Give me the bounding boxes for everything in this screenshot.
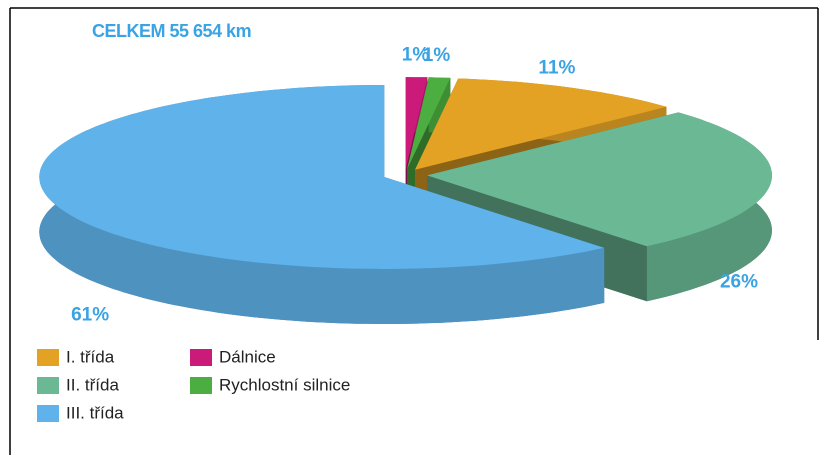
legend-label: I. třída [66,347,115,366]
data-label: 1% [423,45,451,66]
legend-label: II. třída [66,375,119,394]
slice-top [39,85,605,269]
data-label: 26% [720,272,758,293]
data-label: 1% [402,44,430,65]
slice-top [405,77,428,170]
data-label: 11% [538,57,575,78]
legend-swatch [190,377,212,394]
legend-label: Dálnice [219,347,276,366]
legend-swatch [37,349,59,366]
legend-label: III. třída [66,403,124,422]
slice-top [415,78,667,170]
legend-swatch [37,405,59,422]
slice-top [407,77,451,170]
legend-label: Rychlostní silnice [219,375,350,394]
legend-swatch [37,377,59,394]
slice-top [427,112,772,247]
chart-title: CELKEM 55 654 km [92,21,251,41]
legend-swatch [190,349,212,366]
data-label: 61% [71,305,109,326]
